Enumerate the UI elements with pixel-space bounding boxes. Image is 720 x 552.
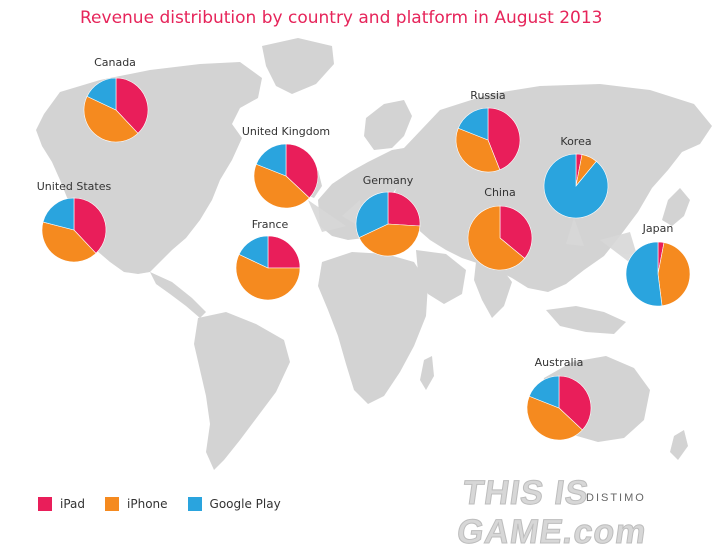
slice-united-states-googleplay [42, 197, 75, 231]
slice-australia-googleplay [528, 375, 560, 409]
legend-item-googleplay: Google Play [187, 497, 281, 511]
pie-russia: Russia [455, 89, 521, 173]
world-map-chart: Canada United States United Kingdom France G… [36, 38, 712, 470]
slice-canada-googleplay [86, 77, 117, 111]
country-label-germany: Germany [363, 174, 414, 187]
slice-united-states-ipad [73, 197, 107, 254]
chart-title: Revenue distribution by country and plat… [80, 8, 603, 28]
watermark-brand: DISTIMO [586, 492, 646, 504]
pie-australia: Australia [526, 356, 592, 441]
pie-china: China [467, 186, 533, 271]
slice-united-states-iphone [41, 221, 97, 263]
country-label-china: China [484, 186, 515, 199]
pie-canada: Canada [83, 56, 149, 143]
country-label-united-states: United States [37, 180, 112, 193]
slice-canada-iphone [83, 95, 139, 143]
pie-korea: Korea [543, 135, 609, 219]
slice-germany-googleplay [355, 191, 389, 239]
watermark: THIS IS GAME.com [454, 474, 650, 552]
slice-korea-googleplay [543, 153, 609, 219]
country-label-japan: Japan [642, 222, 674, 235]
slice-france-iphone [235, 253, 301, 301]
legend-swatch-iphone [105, 497, 120, 511]
country-label-canada: Canada [94, 56, 136, 69]
slice-united-kingdom-iphone [253, 163, 310, 209]
country-label-united-kingdom: United Kingdom [242, 125, 330, 138]
legend-item-iphone: iPhone [105, 497, 168, 511]
pie-france: France [235, 218, 301, 301]
slice-australia-ipad [558, 375, 592, 431]
legend-label-googleplay: Google Play [209, 497, 281, 511]
country-label-korea: Korea [560, 135, 591, 148]
pie-united-states: United States [37, 180, 112, 263]
slice-japan-iphone [657, 242, 691, 307]
slice-france-ipad [267, 235, 301, 269]
slice-germany-iphone [358, 223, 421, 257]
slice-united-kingdom-googleplay [255, 143, 287, 177]
slice-russia-iphone [455, 127, 501, 173]
country-pies: Canada United States United Kingdom France G… [37, 56, 691, 441]
slice-russia-ipad [487, 107, 521, 171]
pie-germany: Germany [355, 174, 421, 257]
legend: iPad iPhone Google Play [38, 494, 301, 514]
slice-russia-googleplay [457, 107, 489, 141]
slice-japan-googleplay [625, 241, 663, 307]
legend-swatch-ipad [38, 497, 52, 511]
pie-united-kingdom: United Kingdom [242, 125, 330, 209]
pie-japan: Japan [625, 222, 691, 307]
legend-label-ipad: iPad [60, 497, 86, 511]
slice-china-ipad [499, 205, 533, 259]
slice-germany-ipad [387, 191, 421, 227]
country-label-russia: Russia [470, 89, 505, 102]
slice-australia-iphone [526, 395, 583, 441]
legend-label-iphone: iPhone [127, 497, 168, 511]
slice-united-kingdom-ipad [285, 143, 319, 199]
legend-swatch-googleplay [187, 497, 202, 511]
slice-france-googleplay [238, 235, 269, 269]
country-label-france: France [252, 218, 289, 231]
slice-china-iphone [467, 205, 526, 271]
country-label-australia: Australia [535, 356, 584, 369]
legend-item-ipad: iPad [38, 497, 85, 511]
slice-canada-ipad [115, 77, 149, 134]
